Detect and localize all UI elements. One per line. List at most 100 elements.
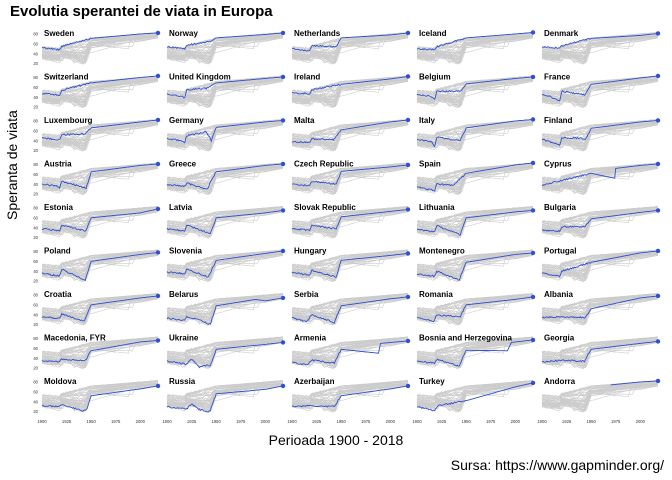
background-series-line — [416, 37, 534, 65]
background-series-line — [166, 252, 284, 281]
background-series-line — [360, 337, 408, 342]
background-series-line — [541, 121, 659, 151]
background-series-line — [610, 163, 658, 168]
country-label: Norway — [169, 29, 198, 38]
series-end-point — [655, 378, 661, 384]
background-series-line — [291, 342, 409, 369]
x-tick-label: 1975 — [236, 419, 246, 424]
background-series-line — [41, 252, 159, 281]
background-series-line — [291, 121, 409, 151]
background-series-line — [41, 255, 159, 277]
highlight-series-line — [416, 209, 534, 236]
background-series-line — [291, 252, 409, 281]
series-end-point — [155, 250, 161, 255]
panel-finland: Finland — [541, 116, 661, 152]
series-end-point — [280, 208, 286, 213]
background-series-line — [485, 293, 533, 299]
country-label: United Kingdom — [169, 73, 231, 82]
highlight-series-line — [41, 295, 159, 322]
country-label: Albania — [544, 290, 573, 299]
background-series-line — [291, 81, 409, 108]
x-tick-label: 1975 — [111, 419, 121, 424]
series-end-point — [655, 161, 661, 167]
background-series-line — [166, 78, 284, 107]
panel-greece: Greece — [166, 160, 286, 195]
background-series-line — [610, 119, 658, 125]
series-end-point — [405, 294, 411, 300]
background-series-line — [235, 250, 283, 255]
highlight-series-line — [610, 380, 658, 386]
panel-sweden: 20 40 60 80 Sweden — [33, 29, 161, 66]
panel-netherlands: Netherlands — [291, 29, 411, 65]
y-tick-label: 80 — [33, 293, 38, 298]
y-tick-label: 20 — [33, 279, 38, 284]
background-series-line — [416, 168, 534, 190]
highlight-series-line — [541, 250, 659, 278]
background-series-line — [541, 34, 659, 64]
background-series-line — [41, 124, 159, 152]
x-tick-label: 1925 — [312, 419, 322, 424]
source-caption: Sursa: https://www.gapminder.org/ — [450, 457, 664, 473]
highlight-series-line — [42, 75, 158, 97]
background-series-line — [416, 34, 534, 64]
background-series-line — [41, 81, 159, 103]
background-series-line — [291, 255, 409, 277]
country-label: Slovenia — [169, 247, 202, 256]
panel-croatia: 20 40 60 80 Croatia — [33, 290, 161, 327]
background-series-line — [166, 255, 284, 277]
background-series-line — [416, 37, 534, 60]
panel-denmark: Denmark — [541, 29, 661, 65]
background-series-line — [110, 250, 158, 255]
highlight-series-line — [166, 341, 284, 369]
background-series-line — [110, 206, 158, 212]
background-series-line — [41, 382, 159, 412]
background-series-line — [291, 168, 409, 195]
background-series-line — [610, 293, 658, 299]
series-end-point — [405, 74, 411, 79]
background-series-line — [485, 337, 533, 342]
background-series-line — [416, 124, 534, 147]
background-series-line — [235, 206, 283, 212]
series-end-point — [530, 380, 536, 386]
panel-belarus: Belarus — [166, 290, 286, 326]
panel-bosnia-and-herzegovina: Bosnia and Herzegovina — [416, 334, 536, 369]
background-series-line — [291, 37, 409, 60]
background-series-line — [291, 208, 409, 238]
highlight-series-line — [41, 32, 158, 52]
series-end-point — [530, 294, 536, 300]
y-tick-label: 80 — [33, 249, 38, 254]
background-series-line — [541, 342, 659, 369]
panel-bulgaria: Bulgaria — [541, 203, 661, 239]
background-series-line — [416, 295, 534, 325]
series-end-point — [530, 74, 536, 80]
series-end-point — [280, 30, 286, 36]
background-series-line — [291, 298, 409, 321]
series-end-point — [155, 293, 161, 299]
country-label: Slovak Republic — [294, 203, 356, 212]
highlight-series-line — [541, 163, 658, 187]
country-label: Luxembourg — [44, 116, 93, 125]
background-series-line — [41, 168, 159, 195]
background-series-line — [541, 382, 659, 412]
series-end-point — [530, 337, 536, 343]
highlight-series-line — [291, 385, 409, 408]
background-series-line — [166, 81, 284, 108]
panel-moldova: 20 40 60 80 1900 1925 1950 1975 2000 Moldova — [33, 377, 161, 424]
background-series-line — [41, 121, 159, 151]
country-label: Spain — [419, 160, 441, 169]
panel-luxembourg: 20 40 60 80 Luxembourg — [33, 116, 161, 153]
y-tick-label: 40 — [33, 225, 38, 230]
x-tick-label: 1975 — [486, 419, 496, 424]
highlight-series-line — [416, 252, 534, 281]
country-label: Belarus — [169, 290, 199, 299]
background-series-line — [416, 255, 534, 282]
chart-title: Evolutia sperantei de viata in Europa — [10, 3, 273, 20]
x-tick-label: 1925 — [62, 419, 72, 424]
highlight-series-line — [416, 382, 534, 412]
background-series-line — [485, 206, 533, 212]
background-series-line — [541, 342, 659, 364]
country-label: Poland — [44, 247, 71, 256]
country-label: Belgium — [419, 73, 451, 82]
y-tick-label: 80 — [33, 32, 38, 37]
series-end-point — [405, 251, 411, 256]
